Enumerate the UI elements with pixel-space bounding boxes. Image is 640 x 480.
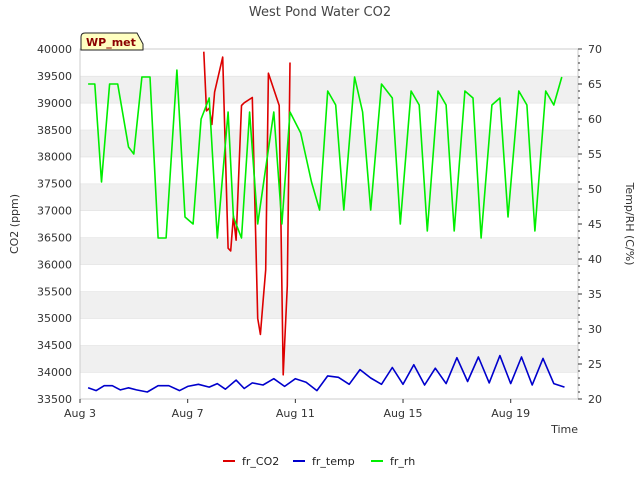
series-line-fr-rh: [88, 69, 563, 239]
right-tick-label: 70: [588, 43, 602, 56]
x-axis-ticks: Aug 3 Aug 7 Aug 11 Aug 15 Aug 19: [64, 399, 530, 420]
left-tick-label: 40000: [37, 43, 72, 56]
x-tick-label: Aug 15: [384, 407, 423, 420]
left-tick-label: 37500: [37, 178, 72, 191]
left-tick-label: 36500: [37, 231, 72, 244]
grid-band: [80, 318, 578, 346]
legend-label: fr_temp: [312, 455, 355, 468]
x-tick-label: Aug 19: [491, 407, 530, 420]
left-tick-label: 39000: [37, 97, 72, 110]
right-tick-label: 55: [588, 148, 602, 161]
grid-band: [80, 129, 578, 157]
right-tick-label: 20: [588, 393, 602, 406]
right-tick-label: 65: [588, 78, 602, 91]
x-tick-label: Aug 7: [172, 407, 204, 420]
left-tick-label: 33500: [37, 393, 72, 406]
x-axis-title: Time: [550, 423, 578, 436]
legend-item-fr-temp: fr_temp: [293, 455, 355, 468]
left-tick-label: 37000: [37, 205, 72, 218]
site-badge-box: [80, 32, 144, 51]
site-badge-label: WP_met: [86, 36, 136, 49]
series-layer: [87, 51, 565, 393]
grid-band: [80, 237, 578, 265]
legend-label: fr_CO2: [242, 455, 279, 468]
series-line-fr-temp: [87, 354, 565, 393]
grid-band: [80, 291, 578, 319]
grid-band: [80, 49, 578, 76]
x-tick-label: Aug 3: [64, 407, 96, 420]
chart-title: West Pond Water CO2: [249, 5, 391, 20]
grid-band: [80, 156, 578, 184]
left-axis-title: CO2 (ppm): [8, 194, 21, 254]
background-bands: [80, 48, 578, 399]
left-axis-ticks: 33500 34000 34500 35000 35500 36000 36500 37000…: [37, 43, 72, 406]
right-tick-label: 50: [588, 183, 602, 196]
grid-band: [80, 264, 578, 292]
right-tick-label: 60: [588, 113, 602, 126]
right-axis-ticks: 20 25 30 35 40 45 50 55 60 65 70: [578, 43, 602, 406]
x-tick-label: Aug 11: [276, 407, 315, 420]
left-tick-label: 38000: [37, 151, 72, 164]
legend: fr_CO2 fr_temp fr_rh: [223, 455, 415, 468]
right-tick-label: 30: [588, 323, 602, 336]
left-tick-label: 35500: [37, 285, 72, 298]
grid-band: [80, 183, 578, 211]
grid-band: [80, 210, 578, 238]
site-badge: WP_met: [80, 32, 144, 51]
grid-band: [80, 102, 578, 130]
left-tick-label: 35000: [37, 312, 72, 325]
left-tick-label: 39500: [37, 70, 72, 83]
legend-item-fr-rh: fr_rh: [371, 455, 415, 468]
legend-label: fr_rh: [390, 455, 415, 468]
right-tick-label: 25: [588, 358, 602, 371]
right-tick-label: 35: [588, 288, 602, 301]
left-tick-label: 38500: [37, 124, 72, 137]
series-line-fr-CO2: [203, 51, 291, 376]
left-tick-label: 34500: [37, 339, 72, 352]
right-tick-label: 45: [588, 218, 602, 231]
grid-band: [80, 345, 578, 373]
grid-band: [80, 75, 578, 103]
right-axis-title: Temp/RH (C/%): [623, 182, 636, 266]
right-tick-label: 40: [588, 253, 602, 266]
legend-item-fr-CO2: fr_CO2: [223, 455, 279, 468]
left-tick-label: 34000: [37, 366, 72, 379]
left-tick-label: 36000: [37, 258, 72, 271]
